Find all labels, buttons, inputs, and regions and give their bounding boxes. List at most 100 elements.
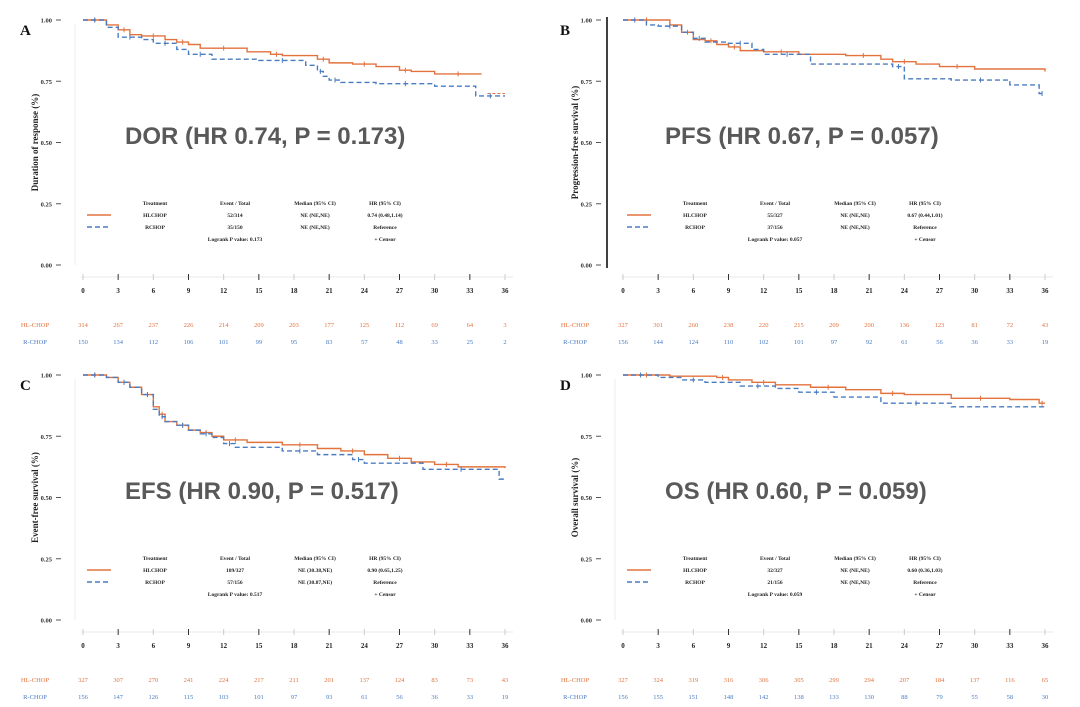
at-risk-value: 43 [502,677,509,684]
legend-hr: Reference [913,580,937,586]
y-axis-label: Overall survival (%) [570,458,580,538]
legend-header: Median (95% CI) [834,200,876,207]
at-risk-value: 58 [1007,694,1014,701]
y-axis-label: Duration of response (%) [30,94,40,192]
at-risk-value: 92 [866,339,873,346]
legend-table: Treatment Event / Total Median (95% CI) HR … [627,200,943,243]
x-tick-label: 30 [971,642,979,650]
panel-d: D 0.00 0.25 0.50 0.75 1.00 Overall survival (%… [560,372,1053,701]
legend-table: Treatment Event / Total Median (95% CI) HR … [87,555,403,598]
at-risk-row-label: HL-CHOP [561,322,590,329]
y-tick-label: 1.00 [581,18,592,25]
legend-events: 37/156 [767,225,783,231]
x-tick-label: 21 [326,287,334,295]
at-risk-row-label: HL-CHOP [21,677,50,684]
legend-events: 52/314 [227,213,243,219]
at-risk-value: 301 [653,322,663,329]
logrank-p-value: Logrank P value: 0.059 [748,592,803,598]
legend-header: Treatment [143,201,168,207]
x-tick-label: 3 [656,287,660,295]
x-tick-label: 0 [621,287,625,295]
at-risk-row-label: R-CHOP [23,339,47,346]
at-risk-value: 64 [467,322,474,329]
panel-c: C 0.00 0.25 0.50 0.75 1.00 Event-free survival… [20,372,513,701]
panel-letter: B [560,23,570,39]
y-tick-label: 0.50 [581,495,592,502]
legend-treatment: RCHOP [145,580,166,586]
at-risk-value: 33 [467,694,474,701]
at-risk-value: 125 [359,322,369,329]
at-risk-value: 61 [361,694,368,701]
x-tick-label: 30 [431,287,439,295]
y-tick-label: 0.50 [41,495,52,502]
panel-a: A 0.00 0.25 0.50 0.75 1.00 Duration of respons… [20,17,513,346]
at-risk-value: 19 [502,694,509,701]
legend-header: Treatment [683,556,708,562]
logrank-p-value: Logrank P value: 0.173 [208,237,263,243]
at-risk-row-label: HL-CHOP [561,677,590,684]
at-risk-value: 305 [794,677,804,684]
x-tick-label: 27 [396,287,404,295]
x-tick-label: 6 [152,287,156,295]
at-risk-value: 115 [184,694,194,701]
panel-letter: D [560,378,571,394]
legend-events: 21/156 [767,580,783,586]
x-tick-label: 24 [901,642,909,650]
x-tick-label: 36 [502,642,510,650]
y-tick-label: 1.00 [41,373,52,380]
at-risk-value: 155 [653,694,663,701]
at-risk-value: 33 [431,339,438,346]
at-risk-value: 215 [794,322,804,329]
at-risk-value: 150 [78,339,88,346]
at-risk-value: 112 [395,322,405,329]
y-tick-label: 1.00 [581,373,592,380]
x-tick-label: 30 [431,642,439,650]
x-tick-label: 12 [760,642,768,650]
at-risk-value: 211 [289,677,299,684]
x-tick-label: 33 [466,287,474,295]
logrank-p-value: Logrank P value: 0.057 [748,237,803,243]
x-tick-label: 15 [255,642,263,650]
legend-treatment: HLCHOP [143,568,167,574]
at-risk-value: 148 [724,694,734,701]
legend-median: NE (30.38,NE) [298,567,332,574]
at-risk-value: 95 [291,339,298,346]
hazard-ratio-annotation: EFS (HR 0.90, P = 0.517) [125,478,399,505]
at-risk-value: 203 [289,322,299,329]
legend-hr: 0.74 (0.48,1.14) [367,212,402,219]
at-risk-value: 69 [431,322,438,329]
at-risk-value: 184 [935,677,946,684]
legend-events: 55/327 [767,213,783,219]
at-risk-row-label: HL-CHOP [21,322,50,329]
legend-hr: Reference [373,225,397,231]
x-tick-label: 9 [187,287,191,295]
x-tick-label: 21 [866,287,874,295]
at-risk-value: 144 [653,339,664,346]
at-risk-value: 267 [113,322,124,329]
x-tick-label: 3 [116,642,120,650]
censor-legend: + Censor [914,592,936,598]
at-risk-value: 327 [618,677,629,684]
at-risk-value: 124 [395,677,406,684]
at-risk-value: 314 [78,322,89,329]
at-risk-value: 48 [396,339,403,346]
y-tick-label: 0.75 [41,434,53,441]
at-risk-value: 25 [467,339,474,346]
panel-letter: C [20,378,31,394]
at-risk-value: 306 [759,677,770,684]
legend-header: Treatment [683,201,708,207]
at-risk-value: 55 [971,694,978,701]
at-risk-value: 237 [148,322,159,329]
censor-legend: + Censor [374,592,396,598]
at-risk-value: 88 [901,694,908,701]
legend-header: Median (95% CI) [294,555,336,562]
at-risk-value: 241 [184,677,194,684]
x-tick-label: 21 [866,642,874,650]
at-risk-value: 134 [113,339,124,346]
at-risk-value: 72 [1007,322,1014,329]
x-tick-label: 18 [291,287,299,295]
legend-header: Event / Total [760,556,790,562]
x-tick-label: 15 [255,287,263,295]
x-tick-label: 24 [361,642,369,650]
legend-table: Treatment Event / Total Median (95% CI) HR … [87,200,403,243]
